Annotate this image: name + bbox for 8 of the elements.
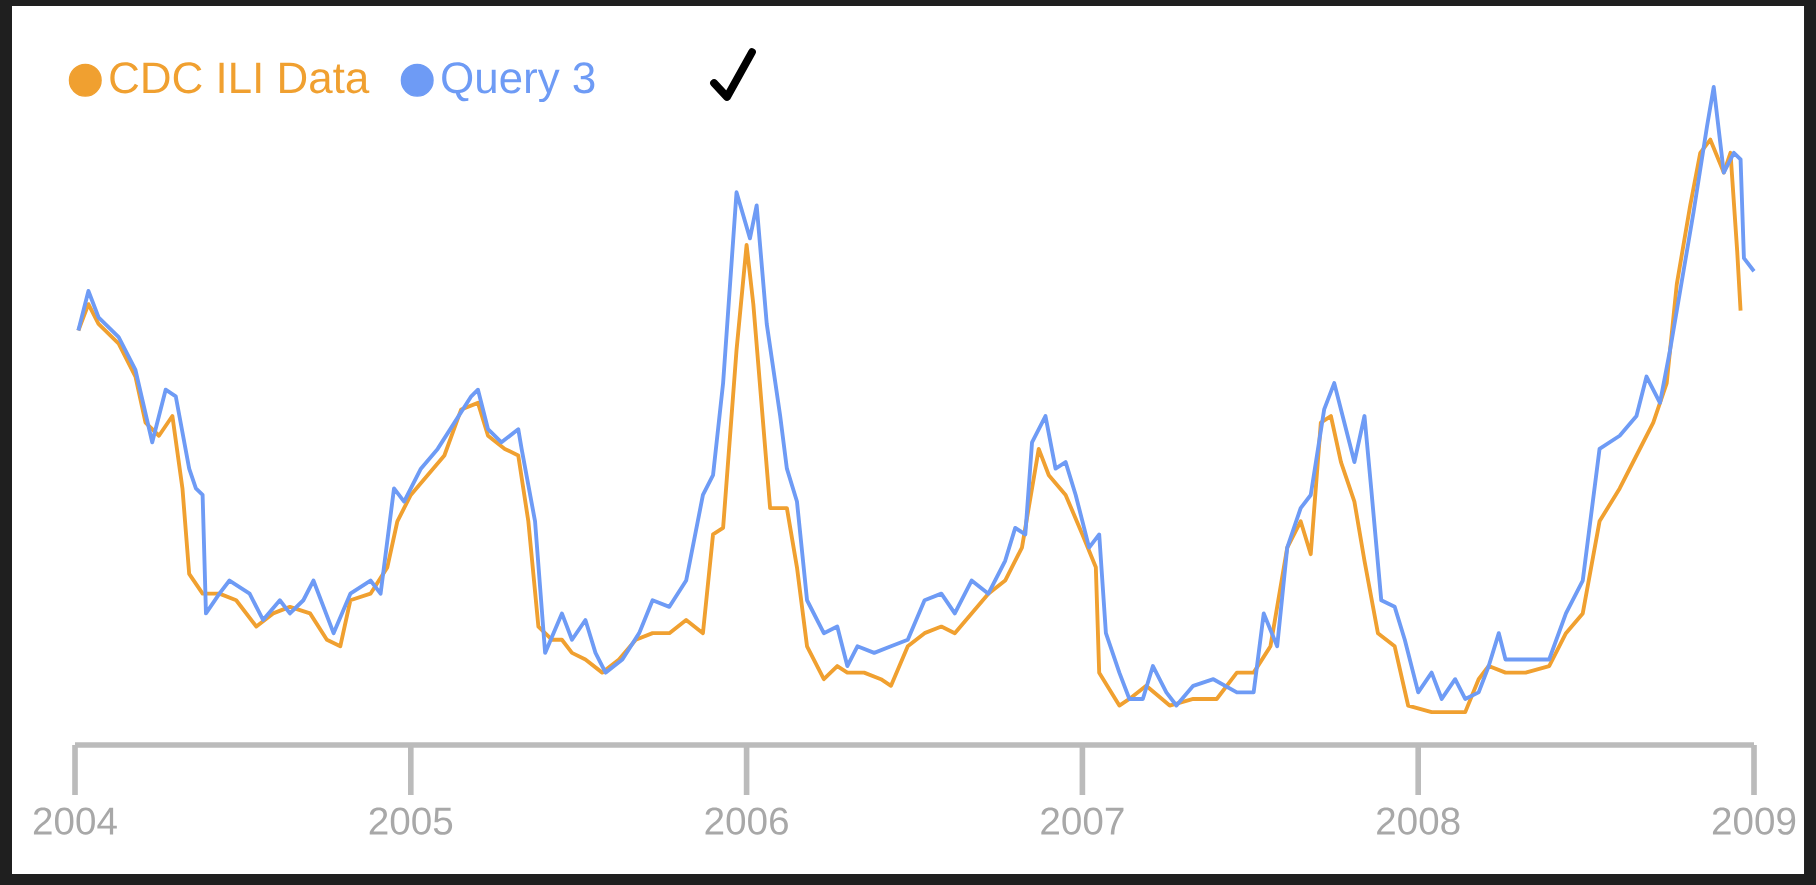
- x-tick-label: 2008: [1377, 807, 1460, 835]
- x-tick-label: 2004: [33, 807, 117, 835]
- legend-label: Query 3: [442, 62, 595, 103]
- x-tick-label: 2005: [369, 807, 453, 835]
- x-tick-label: 2009: [1712, 807, 1796, 835]
- x-tick-label: 2006: [705, 807, 788, 835]
- legend-label: CDC ILI Data: [110, 62, 370, 94]
- x-tick-label: 2007: [1041, 807, 1124, 835]
